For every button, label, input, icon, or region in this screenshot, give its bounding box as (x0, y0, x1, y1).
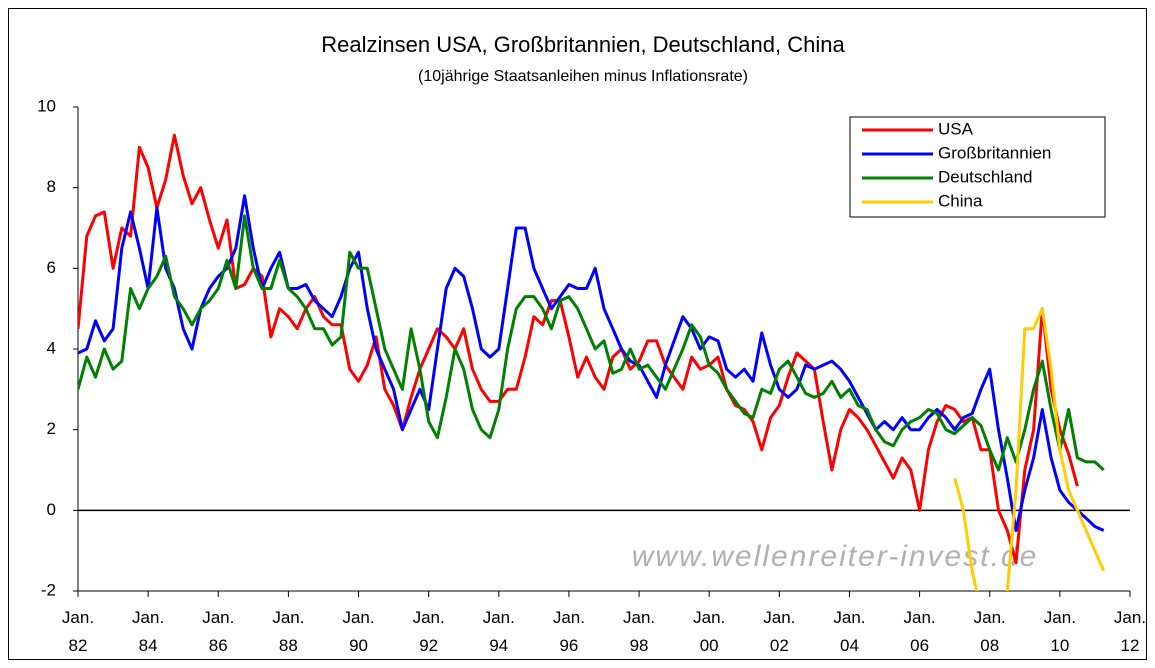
legend-label: USA (938, 119, 974, 138)
chart-title: Realzinsen USA, Großbritannien, Deutschl… (321, 32, 845, 57)
x-tick-label: Jan. 88 (272, 608, 305, 655)
x-tick-label: Jan. 96 (552, 608, 585, 655)
plot-lines (78, 133, 1106, 591)
y-tick-label: 10 (37, 96, 56, 115)
y-tick-label: 0 (47, 500, 56, 519)
x-tick-label: Jan. 06 (903, 608, 936, 655)
x-tick-label: Jan. 82 (61, 608, 95, 655)
y-tick-label: 2 (47, 419, 56, 438)
legend-label: Deutschland (938, 167, 1033, 186)
chart-subtitle: (10jährige Staatsanleihen minus Inflatio… (418, 68, 748, 85)
x-tick-label: Jan. 10 (1043, 608, 1076, 655)
y-tick-label: 4 (47, 338, 56, 357)
x-tick-label: Jan. 00 (693, 608, 726, 655)
legend-label: China (938, 191, 983, 210)
x-tick-label: Jan. 04 (833, 608, 866, 655)
x-tick-label: Jan. 08 (973, 608, 1006, 655)
y-tick-label: 8 (47, 177, 56, 196)
legend-box (849, 116, 1106, 218)
x-tick-label: Jan. 86 (202, 608, 235, 655)
series-line (953, 307, 1106, 591)
y-tick-label: 6 (47, 258, 56, 277)
y-tick-label: -2 (41, 580, 56, 599)
x-tick-label: Jan. 12 (1113, 608, 1147, 655)
series-line (78, 214, 1105, 472)
series-line (78, 194, 1105, 532)
series-line (78, 133, 1079, 565)
x-tick-label: Jan. 98 (622, 608, 656, 655)
watermark: www.wellenreiter-invest.de (632, 540, 1039, 573)
x-tick-label: Jan. 94 (482, 608, 515, 655)
x-tick-label: Jan. 84 (132, 608, 165, 655)
x-tick-label: Jan. 02 (763, 608, 796, 655)
x-tick-label: Jan. 90 (342, 608, 375, 655)
legend-label: Großbritannien (938, 143, 1051, 162)
x-tick-label: Jan. 92 (412, 608, 445, 655)
